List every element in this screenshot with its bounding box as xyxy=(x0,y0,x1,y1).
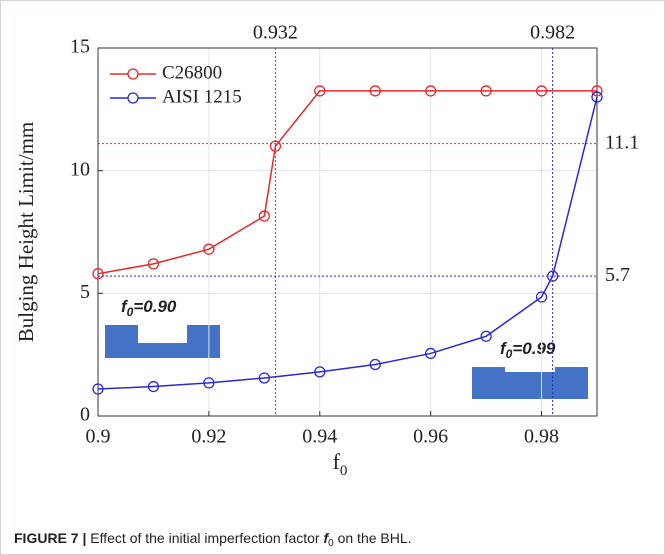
data-point xyxy=(147,258,160,270)
reference-label: 0.932 xyxy=(253,22,298,44)
specimen-shape xyxy=(105,325,220,358)
data-point xyxy=(369,358,381,371)
y-axis-label: Bulging Height Limit/mm xyxy=(14,122,38,343)
y-tick-label: 5 xyxy=(80,281,90,303)
x-tick-label: 0.92 xyxy=(191,426,226,448)
data-point xyxy=(314,366,326,378)
specimen-shape xyxy=(472,367,588,399)
legend-marker xyxy=(127,92,139,104)
data-point xyxy=(535,291,548,303)
annotation: f0=0.99 xyxy=(500,339,556,361)
data-point xyxy=(147,380,160,393)
x-tick-label: 0.9 xyxy=(86,426,111,448)
y-tick-label: 0 xyxy=(80,404,90,426)
data-point xyxy=(425,347,437,360)
x-tick-label: 0.96 xyxy=(413,426,448,448)
reference-label: 5.7 xyxy=(605,264,630,286)
data-point xyxy=(535,85,548,97)
series-line xyxy=(97,96,598,390)
data-point xyxy=(203,243,215,255)
legend-marker xyxy=(127,68,139,80)
reference-label: 11.1 xyxy=(605,131,639,153)
series-line xyxy=(97,90,597,275)
plot-frame xyxy=(97,47,598,417)
data-point xyxy=(591,85,603,97)
legend-label: C26800 xyxy=(162,62,222,83)
x-tick-label: 0.98 xyxy=(524,426,559,448)
data-point xyxy=(258,372,270,384)
data-point xyxy=(92,268,104,280)
data-point xyxy=(480,330,492,342)
data-point xyxy=(203,377,215,389)
reference-label: 0.982 xyxy=(530,22,575,44)
data-point xyxy=(369,85,381,97)
x-tick-label: 0.94 xyxy=(302,426,337,448)
x-axis-label: f0 xyxy=(333,449,348,479)
y-tick-label: 15 xyxy=(70,36,90,58)
caption: FIGURE 7 | Effect of the initial imperfe… xyxy=(14,530,412,549)
data-point xyxy=(314,85,326,97)
data-point xyxy=(92,383,104,395)
data-point xyxy=(480,85,492,97)
data-point xyxy=(591,91,603,103)
legend-label: AISI 1215 xyxy=(162,86,242,107)
y-tick-label: 10 xyxy=(70,158,90,180)
annotation: f0=0.90 xyxy=(121,297,177,319)
data-point xyxy=(258,210,270,222)
data-point xyxy=(546,270,559,282)
data-point xyxy=(269,140,282,152)
data-point xyxy=(425,85,437,97)
